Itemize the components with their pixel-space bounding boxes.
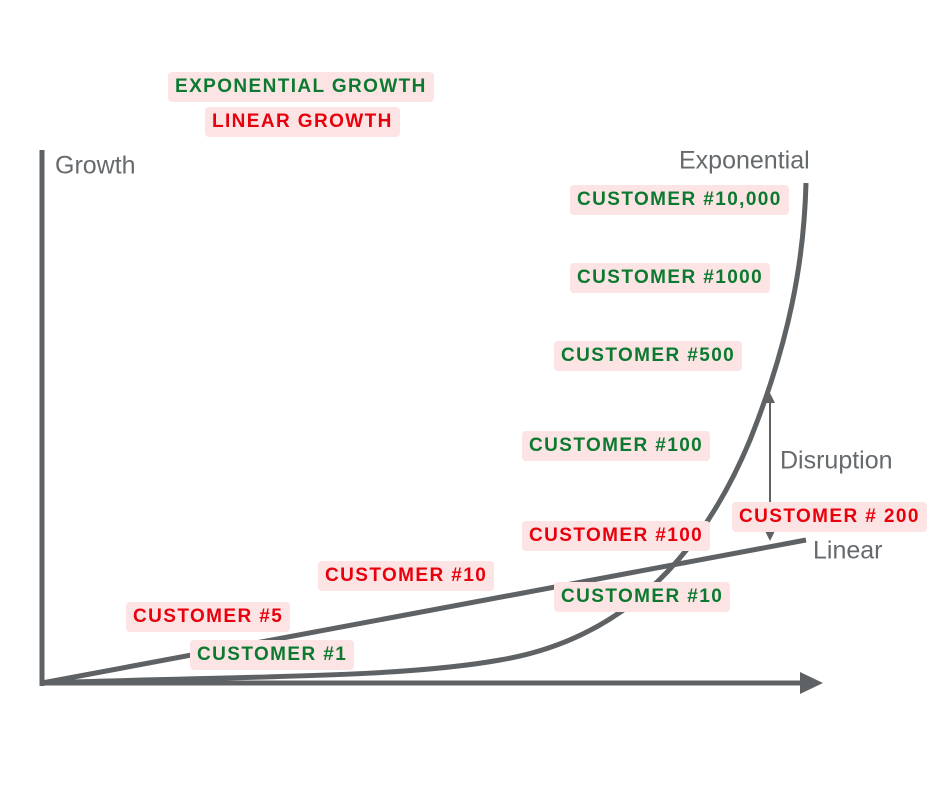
- customer-label: CUSTOMER #5: [126, 602, 291, 632]
- customer-label: CUSTOMER #500: [554, 341, 743, 371]
- customer-label: CUSTOMER #10: [554, 582, 731, 612]
- x-axis-arrow: [800, 672, 823, 694]
- customer-label: CUSTOMER #1: [190, 640, 355, 670]
- linear-curve: [41, 537, 807, 686]
- annotation: Disruption: [780, 446, 893, 475]
- curve-label: Exponential: [679, 146, 810, 175]
- legend-item: LINEAR GROWTH: [205, 107, 400, 137]
- customer-label: CUSTOMER #100: [522, 521, 711, 551]
- customer-label: CUSTOMER #10: [318, 561, 495, 591]
- legend-item: EXPONENTIAL GROWTH: [168, 72, 434, 102]
- y-axis-label: Growth: [55, 151, 136, 180]
- exponential-curve: [41, 182, 809, 686]
- curve-label: Linear: [813, 536, 883, 565]
- customer-label: CUSTOMER #100: [522, 431, 711, 461]
- customer-label: CUSTOMER # 200: [732, 502, 927, 532]
- customer-label: CUSTOMER #1000: [570, 263, 771, 293]
- customer-label: CUSTOMER #10,000: [570, 185, 789, 215]
